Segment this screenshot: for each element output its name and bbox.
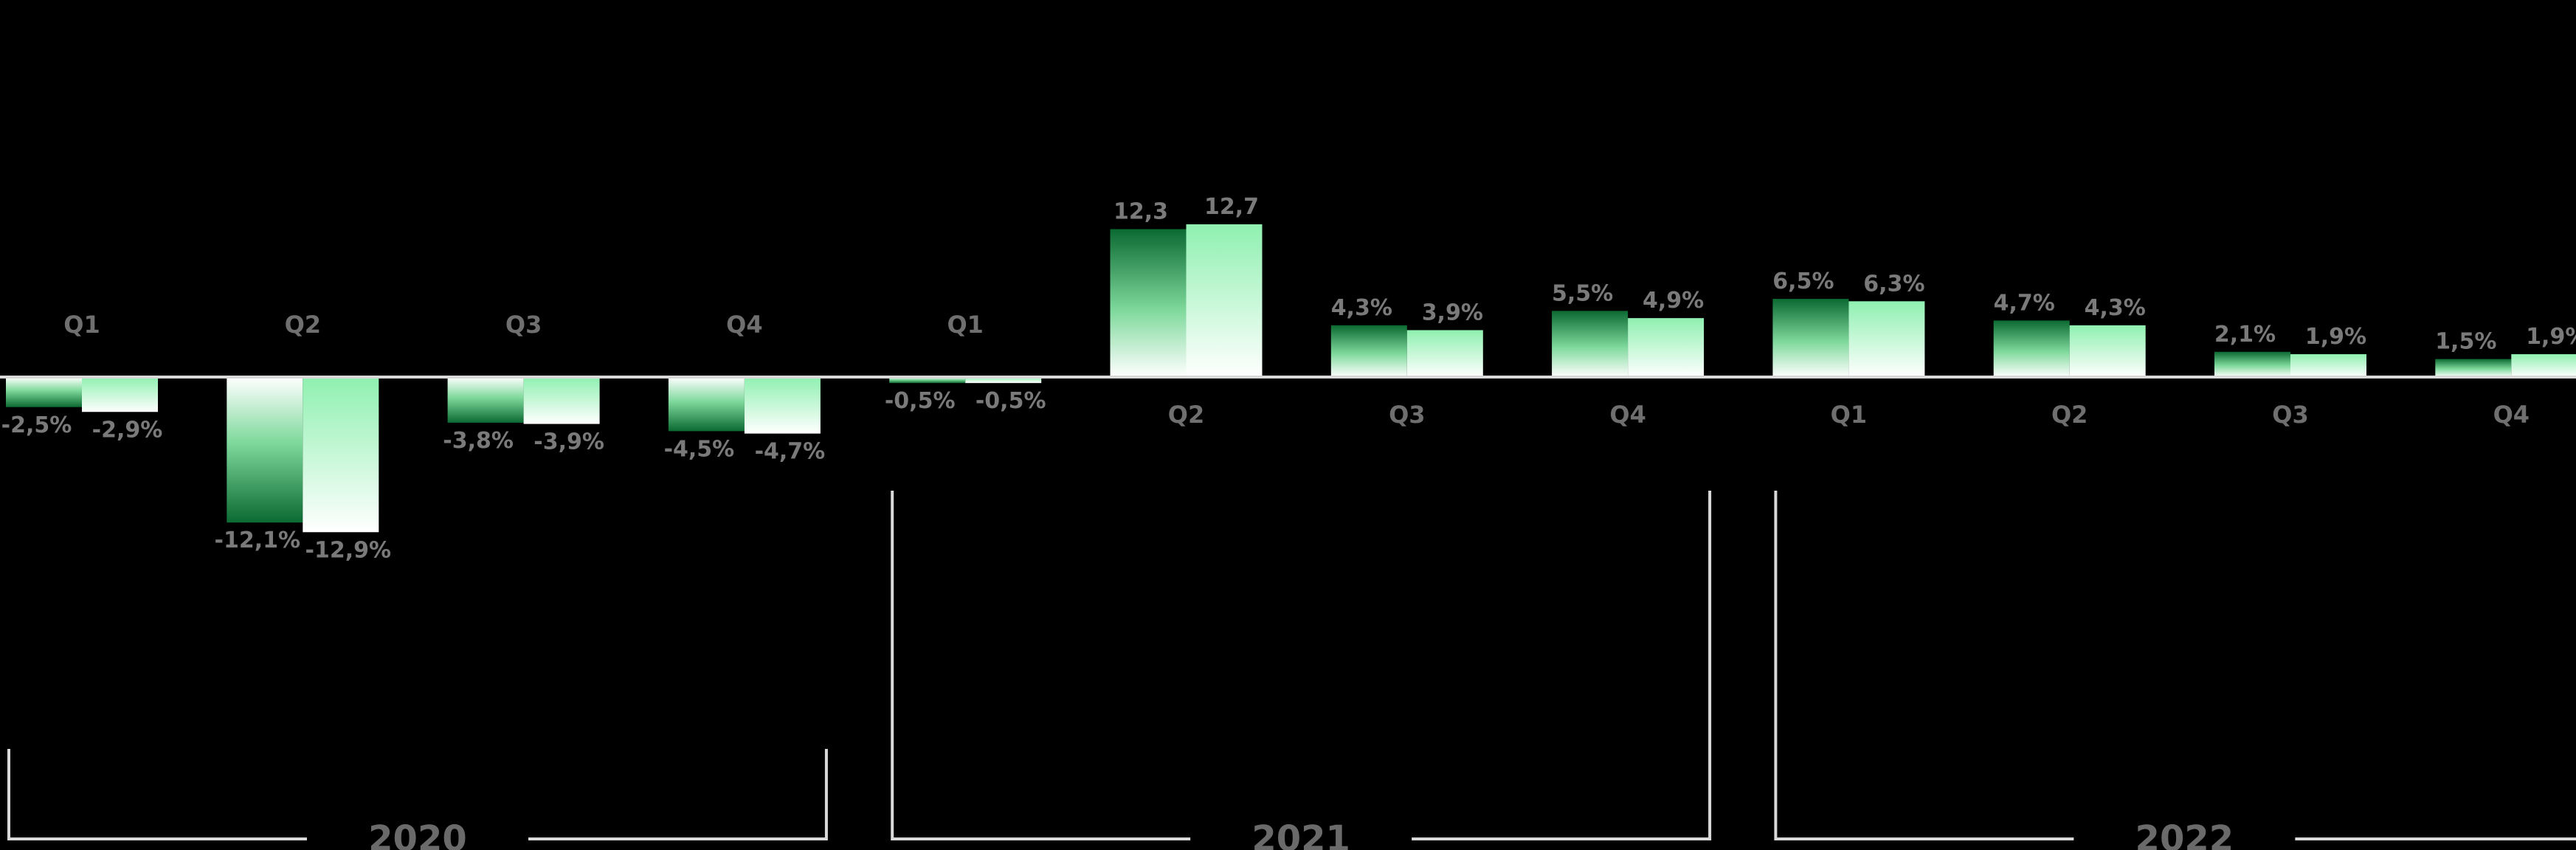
- data-label-series1-5: 12,3: [1113, 199, 1168, 225]
- data-label-series1-6: 4,3%: [1331, 295, 1392, 321]
- data-label-series2-9: 4,3%: [2085, 295, 2146, 321]
- bar-series2-7: [1628, 318, 1705, 377]
- data-label-series1-11: 1,5%: [2435, 329, 2496, 355]
- bar-series2-0: [82, 377, 158, 412]
- data-label-series2-2: -3,9%: [533, 429, 604, 455]
- bar-series1-4: [889, 377, 966, 384]
- bars-layer: [6, 224, 2576, 533]
- bar-series2-3: [744, 377, 821, 434]
- year-label-0: 2020: [368, 818, 467, 850]
- data-label-series1-2: -3,8%: [443, 428, 514, 454]
- year-groups-layer: 2020 2021 2022: [7, 491, 2576, 850]
- year-bracket-2: [1774, 491, 2074, 840]
- year-bracket-2: [2295, 837, 2576, 840]
- bar-series1-10: [2214, 351, 2290, 377]
- bar-series1-1: [227, 377, 303, 523]
- category-label-7: Q4: [1609, 401, 1646, 429]
- category-label-2: Q3: [505, 311, 542, 339]
- category-label-11: Q4: [2493, 401, 2530, 429]
- category-label-6: Q3: [1389, 401, 1425, 429]
- data-label-series1-8: 6,5%: [1772, 269, 1834, 294]
- bar-series2-4: [965, 377, 1042, 384]
- data-label-series2-5: 12,7: [1204, 194, 1259, 220]
- category-label-8: Q1: [1831, 401, 1867, 429]
- data-label-series2-7: 4,9%: [1643, 288, 1704, 314]
- data-label-series2-11: 1,9%: [2526, 324, 2576, 350]
- bar-series2-6: [1406, 330, 1483, 377]
- category-label-5: Q2: [1168, 401, 1204, 429]
- data-label-series1-1: -12,1%: [215, 528, 301, 553]
- bar-series1-11: [2435, 359, 2512, 377]
- year-bracket-1: [1412, 491, 1712, 840]
- year-label-2: 2022: [2135, 818, 2234, 850]
- bar-series2-2: [523, 377, 600, 424]
- data-label-series1-10: 2,1%: [2214, 322, 2276, 348]
- category-label-4: Q1: [947, 311, 983, 339]
- year-bracket-1: [891, 491, 1191, 840]
- data-label-series1-0: -2,5%: [1, 412, 72, 438]
- category-label-1: Q2: [285, 311, 321, 339]
- bar-series2-8: [1848, 301, 1925, 377]
- data-label-series1-4: -0,5%: [885, 388, 956, 414]
- data-label-series2-8: 6,3%: [1863, 271, 1924, 297]
- bar-series1-0: [6, 377, 82, 407]
- bar-series1-9: [1993, 320, 2070, 377]
- data-label-series2-1: -12,9%: [305, 537, 392, 563]
- data-label-series2-6: 3,9%: [1422, 300, 1483, 325]
- labels-layer: -2,5% -2,9% Q1 -12,1% -12,9% Q2 -3,8% -3,9% Q3 -4…: [1, 194, 2576, 563]
- data-label-series2-3: -4,7%: [755, 439, 826, 465]
- category-label-3: Q4: [726, 311, 762, 339]
- bar-series2-1: [303, 377, 379, 533]
- year-label-1: 2021: [1251, 818, 1350, 850]
- bar-series1-2: [447, 377, 524, 423]
- bar-series2-9: [2069, 325, 2146, 377]
- bar-series2-5: [1186, 224, 1263, 377]
- bar-series1-7: [1552, 311, 1629, 377]
- data-label-series1-9: 4,7%: [1994, 290, 2055, 316]
- year-bracket-0: [7, 749, 307, 840]
- year-bracket-0: [528, 749, 828, 840]
- bar-series2-11: [2511, 354, 2576, 377]
- bar-series1-6: [1330, 325, 1407, 377]
- bar-series1-5: [1110, 229, 1187, 377]
- category-label-9: Q2: [2051, 401, 2088, 429]
- data-label-series1-3: -4,5%: [664, 436, 735, 462]
- data-label-series2-10: 1,9%: [2305, 324, 2366, 350]
- data-label-series1-7: 5,5%: [1552, 280, 1613, 306]
- category-label-0: Q1: [63, 311, 100, 339]
- bar-series1-3: [668, 377, 745, 432]
- data-label-series2-0: -2,9%: [92, 417, 163, 443]
- data-label-series2-4: -0,5%: [976, 388, 1046, 414]
- category-label-10: Q3: [2272, 401, 2308, 429]
- bar-series2-10: [2290, 354, 2366, 377]
- bar-series1-8: [1772, 299, 1849, 377]
